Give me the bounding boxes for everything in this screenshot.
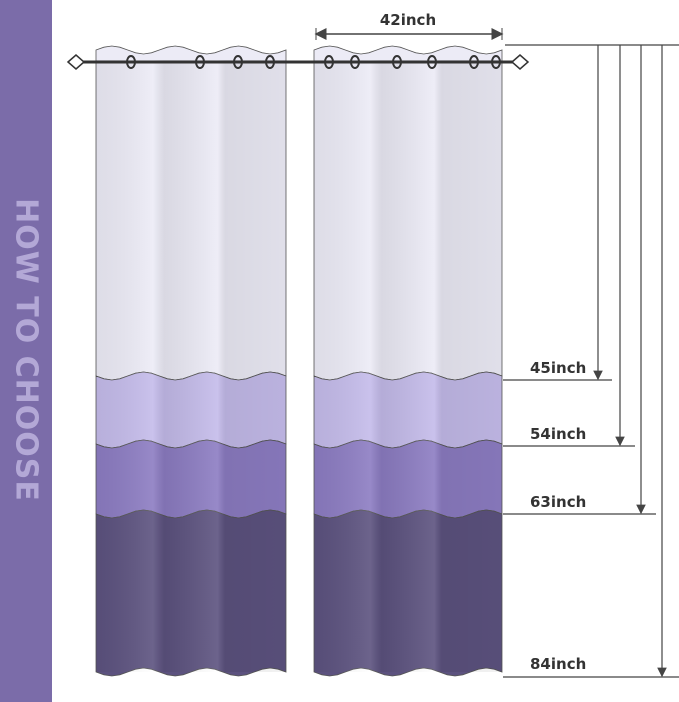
length-label-63: 63inch [530, 493, 586, 511]
curtain-fold-shading [314, 60, 502, 672]
grommet [427, 55, 437, 69]
curtain-fold-shading [96, 60, 286, 672]
rod-finial-left-icon [66, 54, 86, 70]
length-84: 84inch [503, 45, 679, 678]
sidebar-banner: HOW TO CHOOSE [0, 0, 52, 702]
length-54: 54inch [503, 45, 635, 447]
grommet [324, 55, 334, 69]
grommet [491, 55, 501, 69]
grommet [195, 55, 205, 69]
length-45: 45inch [503, 45, 612, 381]
right-curtain [313, 45, 503, 677]
grommet [233, 55, 243, 69]
grommet [392, 55, 402, 69]
length-label-54: 54inch [530, 425, 586, 443]
length-label-84: 84inch [530, 655, 586, 673]
grommet [126, 55, 136, 69]
width-label: 42inch [380, 11, 436, 29]
left-curtain [95, 45, 287, 677]
grommet [350, 55, 360, 69]
grommet [469, 55, 479, 69]
grommet [265, 55, 275, 69]
length-63: 63inch [503, 45, 656, 515]
length-label-45: 45inch [530, 359, 586, 377]
rod-finial-right-icon [510, 54, 530, 70]
